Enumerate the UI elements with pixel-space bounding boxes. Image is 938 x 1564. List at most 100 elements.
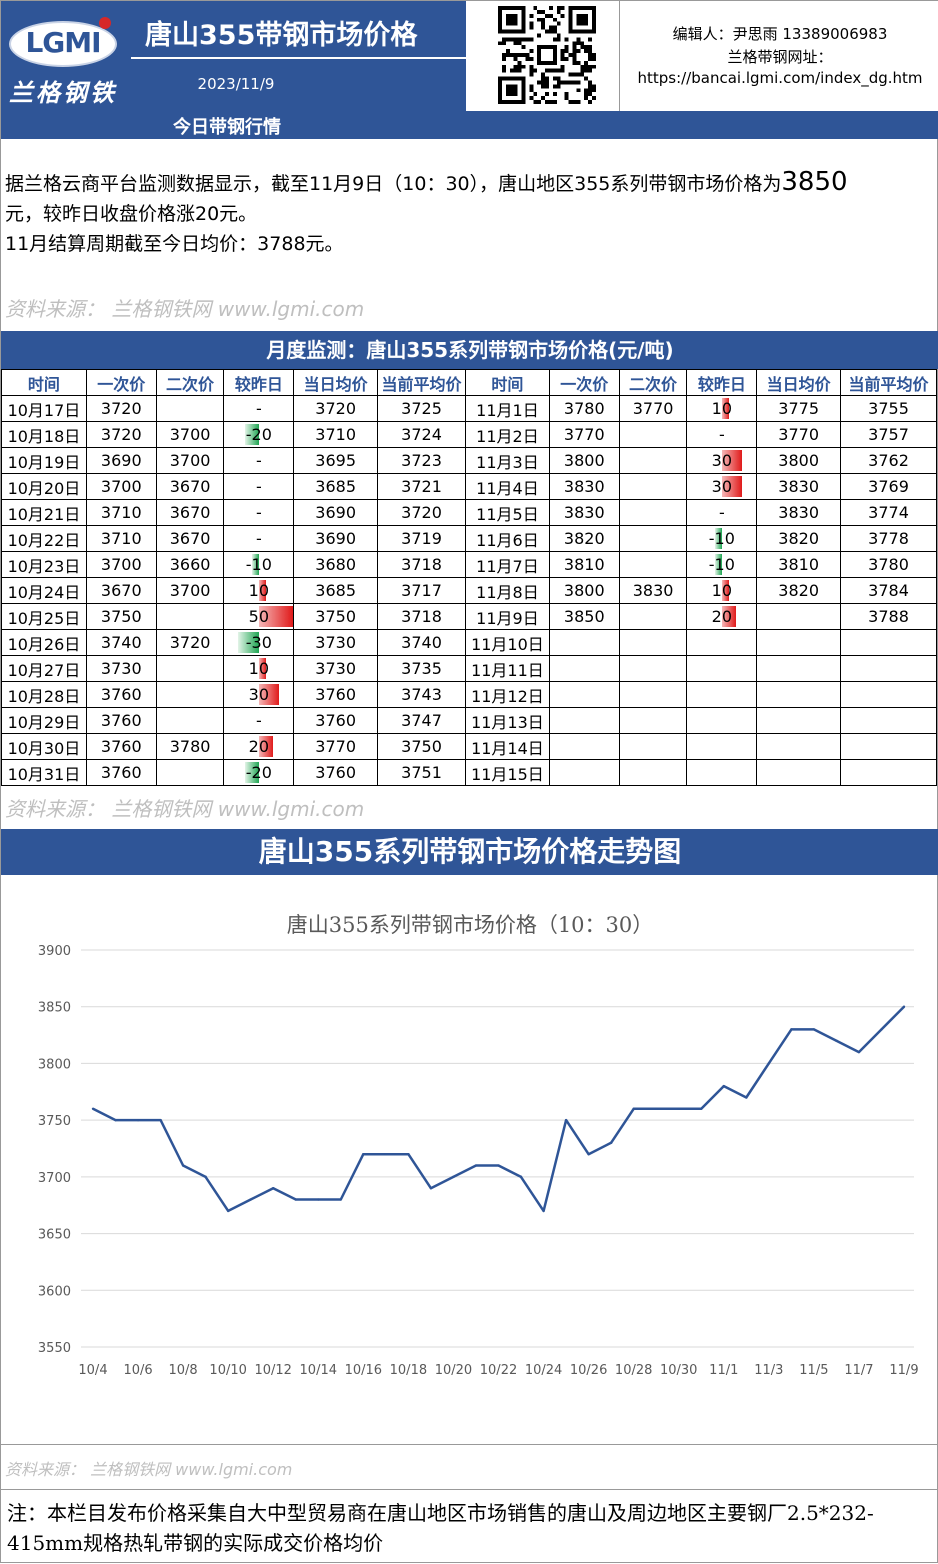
table-row: 10月26日 3740 3720 -30 3730 3740 11月10日 — [1, 629, 937, 656]
data-point — [497, 1164, 500, 1167]
price-table: 时间 一次价 二次价 较昨日 当日均价 当前平均价 时间 一次价 二次价 较昨日 当日均价 当前平均价… — [1, 369, 937, 786]
data-point — [249, 1198, 252, 1201]
source-note-3: 资料来源： 兰格钢铁网 www.lgmi.com — [5, 1460, 293, 1479]
summary-line2: 元，较昨日收盘价格涨20元。 — [5, 203, 258, 225]
change-value: -20 — [245, 425, 272, 444]
change-value: 10 — [711, 581, 733, 600]
y-tick-label: 3550 — [38, 1341, 71, 1356]
table-cell — [548, 759, 620, 786]
table-row: 10月20日 3700 3670-3685 3721 11月4日 3830 30 3830 37… — [1, 473, 937, 500]
change-cell: 30 — [223, 681, 295, 708]
change-up-bar — [258, 684, 280, 705]
table-cell: 3760 — [293, 759, 379, 786]
change-down-bar — [714, 554, 722, 575]
source-note-2: 资料来源： 兰格钢铁网 www.lgmi.com — [5, 797, 365, 821]
table-cell: 3760 — [293, 707, 379, 734]
table-cell: - — [686, 499, 758, 526]
data-point — [272, 1187, 275, 1190]
date-cell: 11月6日 — [464, 525, 550, 552]
table-cell: - — [223, 395, 295, 422]
table-cell — [840, 733, 937, 760]
date-cell: 11月15日 — [464, 759, 550, 786]
table-cell: 3670 — [155, 499, 225, 526]
table-cell: 3730 — [85, 655, 157, 682]
table-cell: 3710 — [85, 525, 157, 552]
table-cell: 3850 — [548, 603, 620, 630]
change-cell: -10 — [686, 525, 758, 552]
x-tick-label: 10/8 — [169, 1363, 198, 1378]
change-value: 50 — [248, 607, 270, 626]
table-cell — [686, 681, 758, 708]
table-cell — [686, 759, 758, 786]
data-point — [204, 1175, 207, 1179]
table-cell — [618, 551, 688, 578]
table-row: 10月17日 3720-3720 3725 11月1日 3780 3770 10 3775 37… — [1, 395, 937, 422]
table-row: 10月28日 3760 30 3760 3743 11月12日 — [1, 681, 937, 708]
table-cell: 3820 — [548, 525, 620, 552]
date-cell: 11月3日 — [464, 447, 550, 474]
change-cell: 50 — [223, 603, 295, 630]
table-cell — [840, 759, 937, 786]
table-cell: 3770 — [756, 421, 842, 448]
monthly-monitor-bar: 月度监测：唐山355系列带钢市场价格(元/吨) — [1, 331, 938, 369]
x-tick-label: 10/22 — [480, 1363, 517, 1378]
x-tick-label: 10/10 — [209, 1363, 246, 1378]
column-header: 较昨日 — [223, 369, 295, 396]
table-cell: 3820 — [756, 525, 842, 552]
data-point — [790, 1028, 793, 1031]
change-cell: -20 — [223, 421, 295, 448]
data-point — [722, 1084, 725, 1088]
table-cell: 3770 — [293, 733, 379, 760]
date-cell: 10月30日 — [1, 733, 87, 760]
data-point — [902, 1005, 906, 1008]
table-cell: 3730 — [293, 629, 379, 656]
data-point — [767, 1062, 771, 1065]
date-cell: 10月26日 — [1, 629, 87, 656]
data-point — [632, 1107, 635, 1110]
column-header: 时间 — [464, 369, 550, 396]
data-point — [294, 1198, 297, 1201]
table-cell: 3788 — [840, 603, 937, 630]
table-cell: 3830 — [756, 499, 842, 526]
y-tick-label: 3600 — [38, 1284, 71, 1299]
change-up-bar — [721, 580, 729, 601]
table-cell — [756, 629, 842, 656]
data-point — [384, 1152, 388, 1156]
change-up-bar — [258, 580, 266, 601]
date-cell: 11月5日 — [464, 499, 550, 526]
table-cell: 3717 — [377, 577, 466, 604]
data-point — [835, 1039, 838, 1042]
table-cell: 3760 — [85, 733, 157, 760]
change-cell: -10 — [223, 551, 295, 578]
table-row: 10月24日 3670 3700 10 3685 3717 11月8日 3800 3830 10 3… — [1, 577, 937, 604]
table-cell: 3830 — [548, 499, 620, 526]
table-row: 10月31日 3760 -20 3760 3751 11月15日 — [1, 759, 937, 786]
column-header: 当日均价 — [293, 369, 379, 396]
table-cell: 3760 — [85, 681, 157, 708]
table-cell: 3670 — [155, 473, 225, 500]
table-cell: 3774 — [840, 499, 937, 526]
change-value: 10 — [248, 581, 270, 600]
date-cell: 10月20日 — [1, 473, 87, 500]
table-cell: 3700 — [155, 421, 225, 448]
footnote: 注：本栏目发布价格采集自大中型贸易商在唐山地区市场销售的唐山及周边地区主要钢厂2… — [1, 1489, 938, 1564]
date-cell: 10月18日 — [1, 421, 87, 448]
logo-chinese-name: 兰格钢铁 — [9, 78, 117, 107]
table-cell: 3780 — [840, 551, 937, 578]
table-cell — [756, 733, 842, 760]
chart-title: 唐山355系列带钢市场价格（10：30） — [287, 913, 654, 937]
website-label: 兰格带钢网址： — [727, 48, 833, 66]
table-cell — [618, 421, 688, 448]
website-url[interactable]: https://bancai.lgmi.com/index_dg.htm — [637, 69, 923, 87]
table-cell — [548, 707, 620, 734]
date-cell: 11月12日 — [464, 681, 550, 708]
table-cell: 3723 — [377, 447, 466, 474]
table-cell: - — [223, 447, 295, 474]
table-cell: 3810 — [756, 551, 842, 578]
table-cell: 3760 — [85, 759, 157, 786]
column-header: 当前平均价 — [840, 369, 937, 396]
table-cell: 3720 — [85, 395, 157, 422]
table-cell: 3670 — [85, 577, 157, 604]
x-tick-label: 11/7 — [844, 1363, 873, 1378]
